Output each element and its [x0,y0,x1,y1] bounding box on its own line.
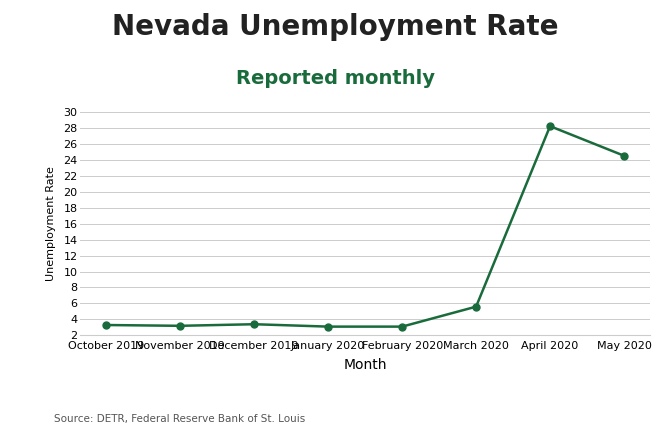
Y-axis label: Unemployment Rate: Unemployment Rate [46,166,56,281]
Text: Source: DETR, Federal Reserve Bank of St. Louis: Source: DETR, Federal Reserve Bank of St… [54,414,305,424]
Text: Reported monthly: Reported monthly [235,69,435,88]
Text: Nevada Unemployment Rate: Nevada Unemployment Rate [112,13,558,41]
Polygon shape [606,398,630,423]
X-axis label: Month: Month [344,358,387,372]
